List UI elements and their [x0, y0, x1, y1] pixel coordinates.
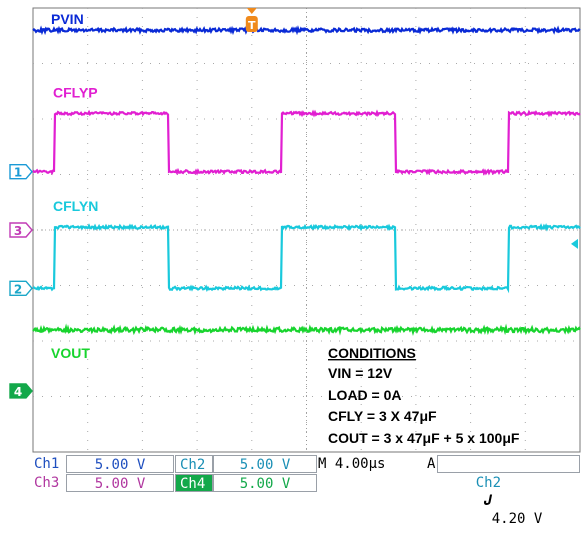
series-label-cflyn: CFLYN: [53, 198, 98, 214]
condition-load: LOAD = 0A: [328, 387, 402, 403]
trace-labels: PVIN CFLYP CFLYN VOUT: [51, 11, 98, 361]
trace-cflyn: [32, 223, 581, 294]
channel-marker-1: 1: [9, 164, 33, 180]
channel-marker-label: 3: [14, 224, 22, 238]
scope-readout: Ch1 5.00 V Ch2 5.00 V M 4.00μs A Ch2 𝑱 4…: [0, 454, 585, 527]
condition-vin: VIN = 12V: [328, 365, 393, 381]
trigger-source: Ch2: [475, 475, 502, 491]
graticule: [33, 8, 580, 452]
channel-marker-label: 2: [14, 282, 22, 296]
trigger-level-icon: [571, 238, 578, 249]
channel-markers: 1 3 2 4: [9, 164, 33, 399]
trigger-settings: Ch2 𝑱 4.20 V: [437, 455, 580, 527]
ch2-scale: 5.00 V: [213, 455, 317, 473]
ch3-scale: 5.00 V: [66, 474, 174, 492]
channel-marker-3: 3: [9, 222, 33, 238]
ch4-scale: 5.00 V: [213, 474, 317, 492]
series-label-vout: VOUT: [51, 345, 90, 361]
ch2-label: Ch2: [175, 455, 213, 473]
trigger-mode: A: [427, 456, 436, 472]
trace-pvin: [32, 25, 581, 36]
condition-cfly: CFLY = 3 X 47μF: [328, 408, 437, 424]
series-label-pvin: PVIN: [51, 11, 84, 27]
trigger-marker-group: T: [245, 8, 578, 249]
traces: [32, 25, 581, 336]
oscilloscope-screen: PVIN CFLYP CFLYN VOUT 1 3 2 4 T CONDITIONS …: [9, 7, 581, 453]
trace-cflyp: [32, 109, 581, 176]
timebase: M 4.00μs: [318, 456, 386, 472]
channel-marker-4: 4: [9, 383, 33, 399]
trigger-slope-icon: 𝑱: [483, 493, 492, 509]
trigger-level: 4.20 V: [491, 511, 543, 527]
channel-marker-label: 1: [14, 166, 22, 180]
ch1-label: Ch1: [34, 456, 60, 472]
condition-cout: COUT = 3 x 47μF + 5 x 100μF: [328, 430, 520, 446]
ch3-label: Ch3: [34, 475, 60, 491]
trigger-position-icon: T: [245, 8, 258, 32]
ch4-label: Ch4: [175, 474, 213, 492]
conditions-heading: CONDITIONS: [328, 345, 416, 361]
channel-marker-label: 4: [14, 385, 22, 399]
conditions-annotation: CONDITIONS VIN = 12V LOAD = 0A CFLY = 3 …: [328, 345, 520, 446]
trace-vout: [32, 323, 581, 336]
channel-marker-2: 2: [9, 280, 33, 296]
ch1-scale: 5.00 V: [66, 455, 174, 473]
trigger-position-label: T: [248, 19, 256, 32]
series-label-cflyp: CFLYP: [53, 84, 98, 100]
